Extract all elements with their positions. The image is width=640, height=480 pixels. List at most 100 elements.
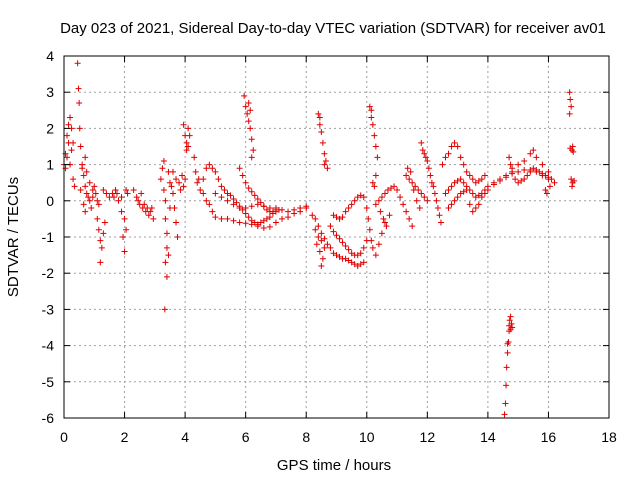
data-point [521, 167, 528, 174]
data-point [490, 181, 497, 188]
data-point [162, 215, 169, 222]
data-point [457, 154, 464, 161]
data-point [160, 186, 167, 193]
data-point [504, 349, 511, 356]
data-point [315, 234, 322, 240]
y-axis-label: SDTVAR / TECUs [5, 177, 22, 297]
y-tick-label: 2 [46, 120, 54, 136]
data-point [224, 190, 231, 197]
data-point [457, 176, 464, 183]
data-point [121, 215, 128, 222]
x-tick-label: 18 [601, 429, 617, 445]
data-point [245, 214, 252, 221]
data-point [163, 244, 170, 251]
data-point [168, 183, 175, 190]
data-point [83, 168, 90, 175]
data-point [100, 230, 107, 237]
data-point [230, 217, 237, 224]
data-point [319, 139, 326, 146]
data-point [357, 261, 364, 268]
data-point [86, 179, 93, 186]
data-point [279, 206, 285, 213]
data-point [478, 194, 485, 201]
data-point [64, 154, 71, 161]
data-point [251, 219, 258, 226]
data-point [454, 177, 461, 184]
data-point [472, 194, 479, 201]
data-point [430, 183, 437, 190]
data-point [309, 212, 316, 219]
data-point [369, 244, 376, 251]
data-point [545, 168, 552, 175]
x-tick-label: 6 [242, 429, 250, 445]
data-point [422, 154, 429, 161]
data-point [200, 176, 207, 183]
data-point [263, 215, 270, 222]
y-tick-label: 0 [46, 193, 54, 209]
data-point [469, 190, 476, 197]
data-point [481, 190, 488, 197]
data-point [254, 221, 261, 228]
data-point [321, 235, 328, 242]
data-point [285, 208, 292, 215]
data-point [303, 203, 310, 210]
data-point [518, 177, 525, 184]
data-point [497, 177, 503, 184]
data-point [437, 219, 444, 226]
data-point [381, 190, 388, 197]
data-point [348, 201, 355, 208]
data-point [371, 183, 378, 190]
data-point [546, 183, 553, 190]
data-point [247, 125, 254, 132]
data-point [568, 103, 575, 110]
data-point [133, 194, 140, 201]
data-point [95, 226, 102, 233]
data-point [548, 176, 555, 183]
data-point [324, 165, 331, 172]
data-point [166, 179, 173, 186]
data-point [209, 165, 216, 172]
data-point [342, 208, 349, 215]
data-point [569, 183, 576, 190]
data-point [460, 161, 467, 168]
data-point [183, 147, 190, 154]
data-point [360, 259, 367, 266]
x-tick-label: 4 [181, 429, 189, 445]
data-point [316, 114, 323, 121]
data-point [330, 212, 337, 219]
data-point [348, 259, 355, 266]
data-point [95, 201, 102, 208]
data-point [403, 172, 410, 179]
data-point [177, 186, 184, 193]
data-point [183, 139, 190, 146]
data-point [279, 215, 285, 222]
data-point [250, 147, 257, 154]
data-point [506, 322, 513, 329]
data-point [539, 170, 546, 177]
data-point [121, 248, 128, 255]
data-point [388, 185, 394, 192]
y-tick-label: 3 [46, 84, 54, 100]
data-point [406, 176, 413, 183]
data-point [503, 364, 510, 371]
x-tick-label: 0 [60, 429, 68, 445]
data-point [421, 150, 428, 157]
data-point [345, 205, 352, 212]
data-point [163, 230, 170, 237]
data-point [272, 206, 279, 213]
data-point [360, 194, 367, 201]
data-point [272, 219, 279, 226]
data-point [218, 194, 225, 201]
data-point [506, 317, 513, 324]
data-point [112, 186, 119, 193]
data-point [378, 194, 385, 201]
x-tick-label: 10 [359, 429, 375, 445]
data-point [475, 201, 482, 208]
data-point [360, 244, 367, 251]
data-point [88, 205, 95, 212]
data-point [254, 195, 261, 202]
data-point [515, 179, 522, 186]
data-point [285, 214, 292, 221]
data-point [383, 223, 390, 230]
data-point [330, 228, 337, 235]
